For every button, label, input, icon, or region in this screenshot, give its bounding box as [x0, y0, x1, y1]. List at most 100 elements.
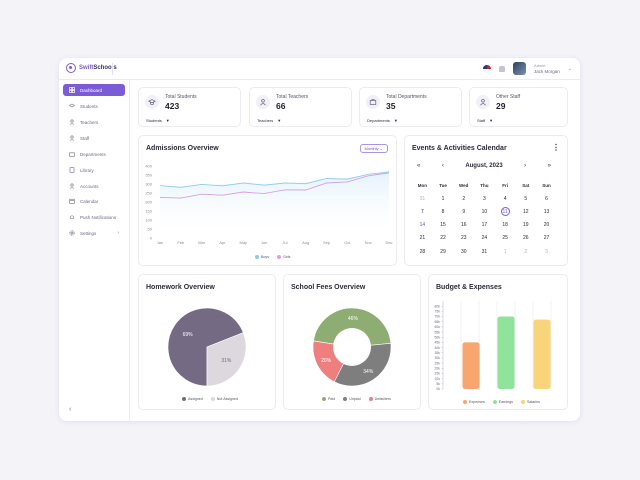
avatar[interactable]	[513, 62, 527, 75]
y-tick-label: 400	[145, 164, 152, 169]
calendar-day[interactable]: 22	[440, 235, 446, 242]
calendar-grid: Mon Tue Wed Thu Fri Sat Sun 31 1 2 3 4 5 6 7 8 9 10 11 12 13…	[412, 179, 557, 258]
stat-label: Total Students	[165, 94, 197, 100]
stat-filter-select[interactable]: Departments ▼	[367, 118, 398, 123]
sidebar-item-calendar[interactable]: Calendar	[63, 195, 125, 207]
calendar-day[interactable]: 2	[524, 248, 528, 255]
calendar-day[interactable]: 25	[502, 235, 508, 242]
calendar-day[interactable]: 13	[543, 208, 550, 215]
chevron-down-icon[interactable]: ⌄	[567, 65, 572, 72]
user-info[interactable]: Admin Jack Morgan	[534, 63, 560, 75]
x-tick-label: Dec	[385, 240, 392, 245]
brand-logo[interactable]: SwiftSchools	[66, 63, 117, 73]
slice-not-assigned[interactable]	[206, 332, 247, 387]
calendar-week-row: 31 1 2 3 4 5 6	[412, 192, 557, 205]
legend-swatch	[210, 397, 215, 401]
calendar-day[interactable]: 10	[481, 208, 488, 215]
calendar-day[interactable]: 19	[523, 222, 529, 229]
calendar-day[interactable]: 3	[483, 195, 486, 202]
calendar-day[interactable]: 6	[545, 195, 548, 202]
sidebar-item-dashboard[interactable]: Dashboard	[63, 84, 125, 96]
y-tick-label: 0	[150, 236, 153, 241]
sidebar-item-staff[interactable]: Staff	[63, 132, 125, 144]
slice-assigned[interactable]	[167, 307, 244, 387]
next-month-icon[interactable]: ›	[524, 163, 527, 169]
calendar-day[interactable]: 11	[500, 207, 510, 217]
sidebar-item-push-notifications[interactable]: Push Notifications	[63, 211, 125, 223]
prev-year-icon[interactable]: «	[417, 163, 421, 169]
sidebar-item-label: Settings	[80, 230, 97, 236]
y-tick-label: 80k	[435, 304, 441, 308]
sidebar-item-library[interactable]: Library	[63, 164, 125, 176]
notification-icon[interactable]	[499, 65, 506, 72]
prev-month-icon[interactable]: ‹	[441, 163, 444, 169]
stat-label: Total Teachers	[276, 94, 309, 100]
calendar-day[interactable]: 3	[545, 248, 548, 255]
gear-icon	[69, 230, 75, 236]
calendar-day[interactable]: 20	[543, 222, 550, 229]
sidebar-item-accounts[interactable]: Accounts	[63, 180, 125, 192]
calendar-day[interactable]: 1	[503, 248, 507, 255]
stat-filter-select[interactable]: Teachers ▼	[257, 118, 282, 123]
calendar-day[interactable]: 4	[503, 195, 507, 202]
stat-filter-select[interactable]: Students ▼	[146, 118, 170, 123]
sidebar-item-departments[interactable]: Departments	[63, 148, 125, 160]
calendar-day[interactable]: 31	[419, 195, 426, 202]
calendar-day[interactable]: 21	[419, 235, 426, 242]
sidebar-item-settings[interactable]: Settings ›	[63, 227, 125, 239]
calendar-day[interactable]: 17	[481, 222, 488, 229]
stat-card-students: Total Students 423 Students ▼	[138, 87, 241, 127]
legend-swatch	[520, 400, 525, 404]
calendar-day[interactable]: 5	[524, 195, 528, 202]
stat-card-staff: Other Staff 29 Staff ▼	[469, 87, 568, 127]
calendar-day[interactable]: 16	[460, 222, 467, 229]
stat-filter-select[interactable]: Staff ▼	[477, 118, 494, 123]
calendar-day[interactable]: 31	[481, 248, 488, 255]
bar-earnings[interactable]	[497, 316, 515, 389]
next-year-icon[interactable]: »	[547, 163, 551, 169]
calendar-day[interactable]: 8	[441, 208, 445, 215]
collapse-sidebar-button[interactable]: ‹	[69, 406, 72, 413]
calendar-day[interactable]: 2	[462, 195, 466, 202]
sidebar-item-students[interactable]: Students	[63, 100, 125, 112]
admissions-overview-card: Admissions Overview Monthly ⌄ 400 350 300 2…	[138, 135, 397, 266]
language-flag-icon[interactable]	[483, 64, 492, 73]
sidebar-item-label: Departments	[80, 151, 106, 157]
calendar-day[interactable]: 28	[419, 248, 426, 255]
sidebar-item-teachers[interactable]: Teachers	[63, 116, 125, 128]
x-tick-label: Aug	[302, 240, 309, 245]
weekday-label: Sun	[542, 183, 551, 189]
donut-hole	[333, 328, 371, 366]
y-tick-label: 25k	[435, 361, 441, 365]
slice-label: 34%	[363, 369, 374, 375]
calendar-day[interactable]: 14	[419, 222, 426, 229]
sidebar-item-label: Push Notifications	[80, 214, 117, 220]
calendar-day[interactable]: 30	[460, 248, 467, 255]
calendar-day[interactable]: 9	[462, 208, 466, 215]
calendar-day[interactable]: 18	[502, 222, 508, 229]
calendar-day[interactable]: 24	[481, 235, 488, 242]
calendar-day[interactable]: 7	[420, 208, 424, 215]
y-tick-label: 65k	[435, 320, 441, 324]
slice-paid[interactable]	[313, 307, 392, 348]
homework-pie-chart: 69% 31%	[167, 307, 247, 387]
y-tick-label: 75k	[435, 310, 441, 314]
legend-swatch	[492, 400, 497, 404]
period-select[interactable]: Monthly ⌄	[359, 144, 388, 153]
top-bar: SwiftSchools Admin Jack Morgan ⌄	[59, 58, 580, 80]
calendar-day[interactable]: 12	[523, 208, 529, 215]
calendar-day[interactable]: 15	[440, 222, 446, 229]
staff-icon	[476, 95, 490, 109]
calendar-day[interactable]: 29	[440, 248, 446, 255]
sidebar-item-label: Calendar	[80, 198, 99, 204]
y-tick-label: 70k	[435, 315, 441, 319]
stat-label: Total Departments	[386, 94, 427, 100]
bar-expenses[interactable]	[462, 342, 480, 389]
series-line-girls	[159, 172, 390, 199]
calendar-day[interactable]: 1	[441, 195, 445, 202]
calendar-day[interactable]: 27	[543, 235, 550, 242]
more-options-icon[interactable]: ⋮	[552, 143, 560, 152]
calendar-day[interactable]: 23	[460, 235, 467, 242]
bar-salaries[interactable]	[533, 319, 551, 389]
calendar-day[interactable]: 26	[523, 235, 529, 242]
